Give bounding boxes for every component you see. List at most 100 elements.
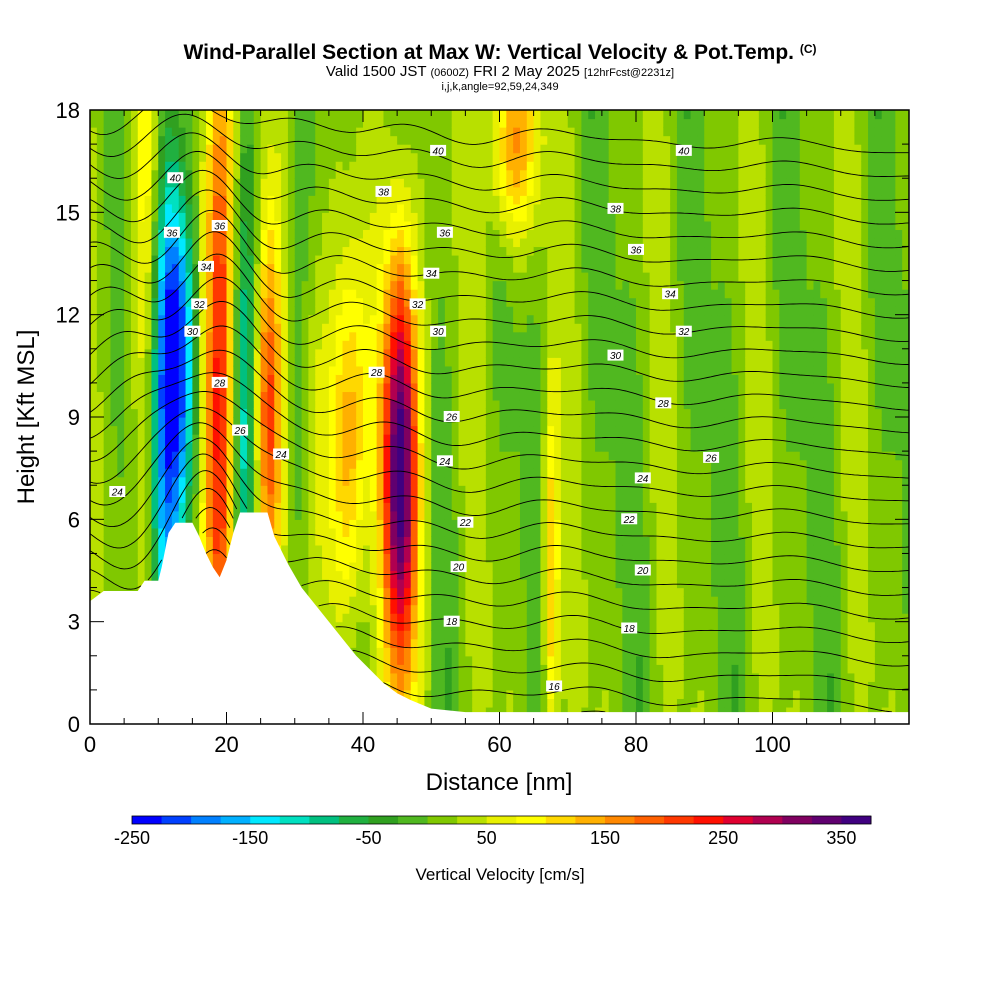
w-cell — [451, 553, 460, 563]
w-cell — [219, 502, 228, 512]
w-cell — [90, 348, 98, 358]
w-cell — [185, 476, 193, 486]
w-cell — [397, 485, 405, 495]
w-cell — [410, 664, 419, 674]
w-cell — [96, 272, 105, 282]
w-cell — [192, 425, 200, 435]
w-cell — [328, 254, 337, 265]
w-cell — [274, 272, 282, 282]
w-cell — [335, 323, 344, 333]
w-cell — [376, 161, 385, 171]
w-cell — [390, 314, 398, 324]
w-cell — [130, 203, 139, 213]
w-cell — [431, 306, 439, 316]
w-cell — [540, 706, 548, 717]
w-cell — [110, 280, 118, 290]
w-cell — [403, 579, 412, 589]
w-cell — [178, 451, 187, 461]
w-cell — [369, 212, 378, 222]
w-cell — [417, 655, 426, 665]
w-cell — [151, 408, 159, 418]
w-cell — [458, 579, 466, 589]
w-cell — [349, 408, 357, 418]
w-cell — [274, 169, 282, 179]
w-cell — [451, 476, 460, 486]
w-cell — [479, 468, 487, 478]
w-cell — [540, 152, 548, 162]
w-cell — [301, 110, 309, 120]
w-cell — [233, 348, 241, 358]
w-cell — [199, 442, 207, 452]
w-cell — [513, 519, 521, 529]
w-cell — [171, 237, 180, 248]
w-cell — [465, 468, 473, 478]
w-cell — [226, 331, 234, 341]
w-cell — [356, 365, 364, 375]
w-cell — [356, 536, 364, 546]
w-cell — [499, 561, 507, 572]
w-cell — [281, 340, 289, 350]
w-cell — [90, 391, 98, 401]
w-cell — [130, 502, 139, 512]
w-cell — [178, 220, 187, 230]
w-cell — [206, 442, 214, 452]
w-cell — [287, 544, 296, 555]
w-cell — [472, 135, 480, 145]
w-cell — [130, 212, 139, 222]
w-cell — [369, 553, 378, 563]
w-cell — [356, 570, 364, 580]
w-cell — [158, 178, 166, 188]
w-cell — [206, 331, 214, 341]
w-cell — [499, 237, 507, 248]
w-cell — [485, 357, 494, 367]
w-cell — [233, 357, 241, 367]
w-cell — [554, 263, 562, 273]
w-cell — [246, 331, 255, 341]
w-cell — [554, 664, 562, 674]
w-cell — [410, 178, 419, 188]
w-cell — [158, 408, 166, 418]
w-cell — [253, 459, 262, 469]
w-cell — [130, 323, 139, 333]
w-cell — [315, 229, 323, 239]
w-cell — [328, 152, 337, 162]
w-cell — [519, 664, 528, 674]
w-cell — [506, 331, 514, 341]
w-cell — [171, 306, 180, 316]
w-cell — [124, 570, 132, 580]
w-cell — [124, 485, 132, 495]
chart-title-block: Wind-Parallel Section at Max W: Vertical… — [0, 38, 1000, 94]
w-cell — [144, 203, 153, 213]
w-cell — [560, 596, 569, 606]
w-cell — [240, 434, 248, 444]
w-cell — [492, 434, 501, 444]
w-cell — [390, 493, 398, 503]
w-cell — [260, 331, 269, 341]
w-cell — [260, 152, 269, 162]
w-cell — [465, 340, 473, 350]
w-cell — [485, 587, 494, 597]
w-cell — [96, 391, 105, 401]
w-cell — [335, 237, 344, 248]
w-cell — [287, 127, 296, 137]
w-cell — [465, 212, 473, 222]
w-cell — [335, 203, 344, 213]
w-cell — [519, 706, 528, 717]
w-cell — [90, 203, 98, 213]
w-cell — [219, 152, 228, 162]
w-cell — [322, 195, 330, 205]
w-cell — [349, 374, 357, 384]
w-cell — [212, 331, 221, 341]
w-cell — [376, 152, 385, 162]
w-cell — [144, 485, 153, 495]
w-cell — [479, 604, 487, 614]
w-cell — [253, 323, 262, 333]
w-cell — [458, 254, 466, 265]
w-cell — [499, 220, 507, 230]
w-cell — [499, 519, 507, 529]
w-cell — [219, 272, 228, 282]
w-cell — [103, 118, 112, 128]
w-cell — [376, 561, 385, 572]
w-cell — [206, 348, 214, 358]
w-cell — [383, 263, 391, 273]
